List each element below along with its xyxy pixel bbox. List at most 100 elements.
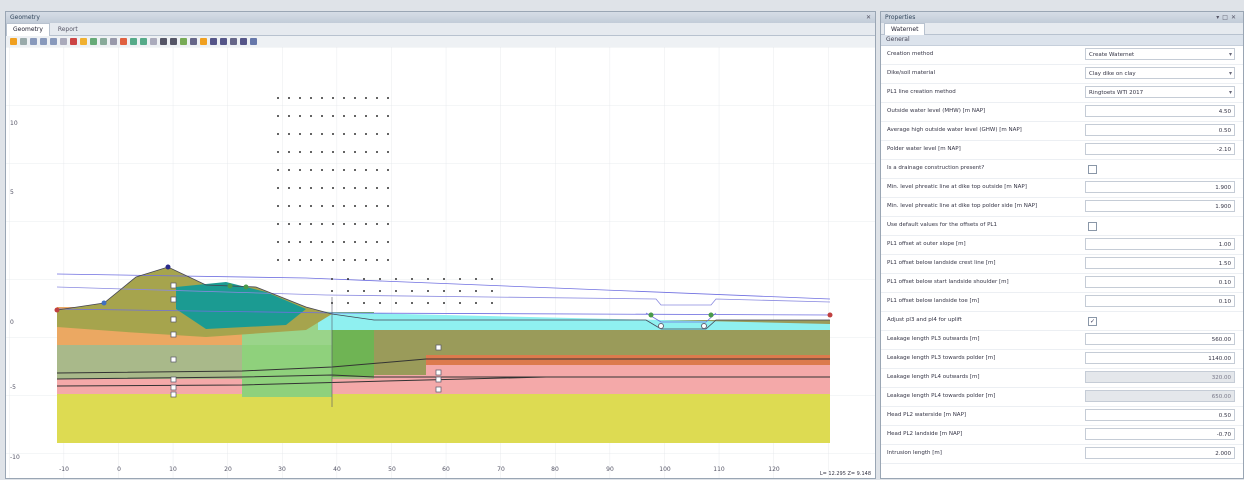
x-tick-label: 110 [713, 466, 725, 473]
property-row: Min. level phreatic line at dike top pol… [881, 198, 1243, 217]
zoom-window-icon[interactable] [50, 38, 57, 45]
grid-icon[interactable] [130, 38, 137, 45]
property-label: Head PL2 waterside [m NAP] [887, 412, 967, 418]
x-tick-label: 0 [117, 466, 121, 473]
property-row: Min. level phreatic line at dike top out… [881, 179, 1243, 198]
brown-orange-layer [426, 355, 830, 365]
property-dropdown[interactable]: Ringtoets WTI 2017 [1085, 86, 1235, 99]
property-label: PL1 offset below start landside shoulder… [887, 279, 1009, 285]
property-checkbox[interactable] [1088, 165, 1097, 174]
property-row: Intrusion length [m] 2.000 [881, 445, 1243, 464]
property-row: Leakage length PL3 towards polder [m] 114… [881, 350, 1243, 369]
float-icon[interactable]: □ [1222, 14, 1231, 21]
property-label: Use default values for the offsets of PL… [887, 222, 997, 228]
geometry-points[interactable] [54, 264, 833, 329]
split-icon[interactable] [110, 38, 117, 45]
close-icon[interactable]: ✕ [1230, 14, 1239, 21]
property-dropdown[interactable]: Clay dike on clay [1085, 67, 1235, 80]
x-tick-label: 50 [388, 466, 396, 473]
section-header-general[interactable]: General [881, 35, 1243, 46]
property-value-field[interactable]: 0.10 [1085, 276, 1235, 288]
close-icon[interactable]: ✕ [865, 14, 871, 21]
property-value-field[interactable]: 0.50 [1085, 124, 1235, 136]
snap-icon[interactable] [150, 38, 157, 45]
property-label: PL1 offset below landside toe [m] [887, 298, 980, 304]
x-tick-label: -10 [59, 466, 69, 473]
property-checkbox[interactable] [1088, 222, 1097, 231]
property-value-field[interactable]: 1140.00 [1085, 352, 1235, 364]
property-value-field[interactable]: 0.50 [1085, 409, 1235, 421]
property-row: PL1 offset below landside toe [m] 0.10 [881, 293, 1243, 312]
head-line-pl3 [56, 308, 831, 316]
geometry-title-bar: Geometry ✕ [6, 12, 875, 23]
zoom-out-icon[interactable] [40, 38, 47, 45]
property-row: Head PL2 landside [m NAP] -0.70 [881, 426, 1243, 445]
property-label: Leakage length PL3 outwards [m] [887, 336, 980, 342]
property-grid: Creation method Create Waternet Dike/soil … [881, 46, 1243, 464]
property-checkbox[interactable]: ✓ [1088, 317, 1097, 326]
x-tick-label: 20 [224, 466, 232, 473]
property-row: Outside water level (MHW) [m NAP] 4.50 [881, 103, 1243, 122]
property-label: Min. level phreatic line at dike top pol… [887, 203, 1038, 209]
property-value-field[interactable]: 1.00 [1085, 238, 1235, 250]
property-value-field[interactable]: -0.70 [1085, 428, 1235, 440]
property-label: Head PL2 landside [m NAP] [887, 431, 963, 437]
settings-icon[interactable] [250, 38, 257, 45]
ruler-icon[interactable] [140, 38, 147, 45]
property-row: Dike/soil material Clay dike on clay [881, 65, 1243, 84]
property-row: Average high outside water level (GHW) [… [881, 122, 1243, 141]
pressure-markers[interactable] [170, 282, 442, 398]
calc-grid-icon[interactable] [200, 38, 207, 45]
property-row: Use default values for the offsets of PL… [881, 217, 1243, 236]
add-layer-icon[interactable] [100, 38, 107, 45]
geometry-tabs: Geometry Report [6, 23, 875, 36]
property-row: Polder water level [m NAP] -2.10 [881, 141, 1243, 160]
property-row: PL1 line creation method Ringtoets WTI 20… [881, 84, 1243, 103]
property-value-field[interactable]: 1.900 [1085, 200, 1235, 212]
cross-section-drawing[interactable]: -10 0 10 20 30 40 50 60 70 80 90 100 110… [6, 47, 875, 478]
geometry-canvas[interactable]: -10 0 10 20 30 40 50 60 70 80 90 100 110… [6, 47, 875, 478]
property-label: PL1 offset below landside crest line [m] [887, 260, 996, 266]
waternet-icon[interactable] [220, 38, 227, 45]
property-value-field[interactable]: 1.50 [1085, 257, 1235, 269]
property-value-field[interactable]: 4.50 [1085, 105, 1235, 117]
pan-tool-icon[interactable] [20, 38, 27, 45]
property-label: Outside water level (MHW) [m NAP] [887, 108, 986, 114]
property-label: Intrusion length [m] [887, 450, 942, 456]
property-value-field[interactable]: 2.000 [1085, 447, 1235, 459]
load-icon[interactable] [180, 38, 187, 45]
zoom-in-icon[interactable] [30, 38, 37, 45]
tab-geometry[interactable]: Geometry [6, 23, 50, 36]
add-point-icon[interactable] [70, 38, 77, 45]
x-tick-label: 10 [169, 466, 177, 473]
property-value-field[interactable]: 1.900 [1085, 181, 1235, 193]
measure-icon[interactable] [240, 38, 247, 45]
x-tick-label: 120 [768, 466, 780, 473]
properties-window-title: Properties [885, 14, 916, 21]
property-dropdown[interactable]: Create Waternet [1085, 48, 1235, 61]
tab-waternet[interactable]: Waternet [884, 23, 926, 35]
tree-icon[interactable] [190, 38, 197, 45]
property-row: PL1 offset below start landside shoulder… [881, 274, 1243, 293]
property-label: Average high outside water level (GHW) [… [887, 127, 1022, 133]
delete-icon[interactable] [120, 38, 127, 45]
add-polyline-icon[interactable] [90, 38, 97, 45]
x-tick-label: 70 [497, 466, 505, 473]
pink-layer-right [426, 365, 830, 377]
property-value-field[interactable]: 0.10 [1085, 295, 1235, 307]
tab-report[interactable]: Report [57, 26, 78, 33]
phreatic-line-icon[interactable] [170, 38, 177, 45]
select-tool-icon[interactable] [10, 38, 17, 45]
head-line-pl2 [56, 286, 831, 306]
property-value-field[interactable]: 560.00 [1085, 333, 1235, 345]
y-tick-label: 5 [10, 189, 14, 196]
property-value-field[interactable]: -2.10 [1085, 143, 1235, 155]
text-icon[interactable] [230, 38, 237, 45]
pin-icon[interactable]: ▾ [1216, 14, 1223, 21]
zoom-extents-icon[interactable] [60, 38, 67, 45]
add-line-icon[interactable] [80, 38, 87, 45]
property-row: Leakage length PL4 outwards [m] 320.00 [881, 369, 1243, 388]
property-row: Leakage length PL4 towards polder [m] 650… [881, 388, 1243, 407]
pl-line-icon[interactable] [210, 38, 217, 45]
head-line-icon[interactable] [160, 38, 167, 45]
